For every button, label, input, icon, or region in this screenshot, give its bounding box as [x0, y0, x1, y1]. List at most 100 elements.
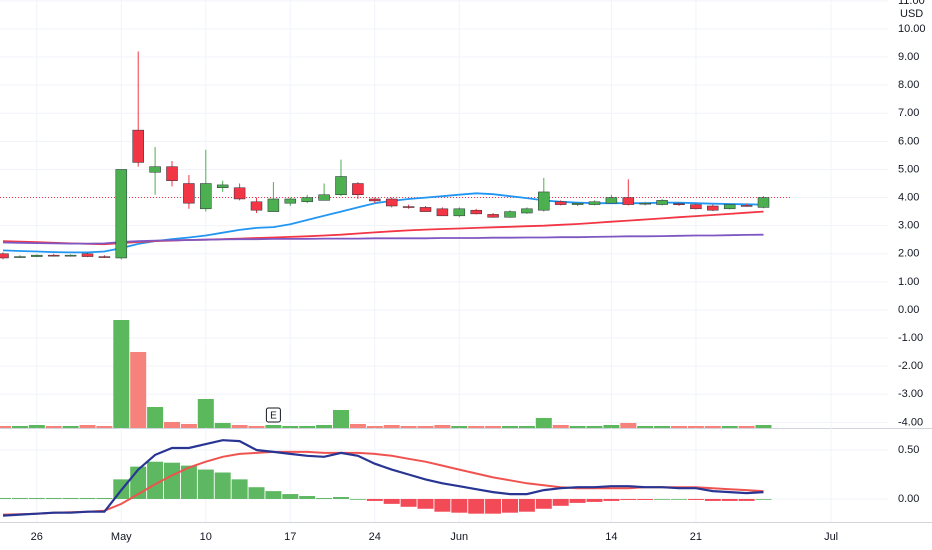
- histogram-bar: [197, 469, 214, 499]
- y-tick-label: 8.00: [898, 79, 919, 91]
- histogram-bar: [586, 498, 603, 502]
- volume-bar: [147, 407, 164, 428]
- candle-body: [250, 201, 263, 211]
- volume-bar: [333, 410, 349, 428]
- x-tick-label: May: [111, 531, 132, 543]
- candle-body: [504, 211, 516, 218]
- x-tick-label: 14: [605, 531, 617, 543]
- volume-bar: [316, 425, 333, 428]
- y-tick-label: 1.00: [898, 276, 919, 288]
- candle-body: [385, 198, 398, 207]
- y-tick-label: 4.00: [898, 191, 919, 203]
- volume-bar: [164, 422, 180, 428]
- candle-body: [369, 198, 381, 202]
- candle-body: [436, 208, 449, 217]
- y-tick-label: -3.00: [898, 388, 923, 400]
- volume-bar: [687, 426, 704, 428]
- y-tick-label: 0.00: [898, 493, 919, 505]
- volume-bar: [265, 425, 282, 428]
- y-tick-label: 5.00: [898, 163, 919, 175]
- y-tick-label: 6.00: [898, 135, 919, 147]
- volume-bar: [502, 426, 518, 428]
- histogram-bar: [687, 498, 704, 500]
- y-tick-label: -2.00: [898, 360, 923, 372]
- histogram-bar: [434, 498, 451, 512]
- candle-body: [81, 253, 94, 257]
- candle-body: [538, 191, 550, 211]
- x-tick-label: 26: [31, 531, 43, 543]
- volume-bar: [417, 426, 434, 428]
- histogram-bar: [333, 497, 349, 499]
- histogram-bar: [535, 498, 552, 509]
- histogram-bar: [383, 498, 400, 504]
- histogram-bar: [316, 497, 333, 499]
- histogram-bar: [28, 497, 45, 499]
- y-tick-label: 0.50: [898, 444, 919, 456]
- candle-body: [216, 184, 229, 188]
- histogram-bar: [349, 498, 366, 500]
- x-tick-label: 17: [284, 531, 296, 543]
- candle-body: [690, 204, 702, 210]
- volume-bar: [552, 425, 569, 428]
- histogram-bar: [400, 498, 417, 507]
- histogram-bar: [62, 497, 79, 499]
- volume-bar: [569, 426, 586, 428]
- volume-bar: [197, 399, 214, 428]
- candle-body: [98, 256, 111, 258]
- histogram-bar: [214, 472, 231, 499]
- histogram-bar: [265, 491, 282, 499]
- volume-bar: [721, 426, 738, 428]
- volume-bar: [62, 426, 79, 428]
- histogram-bar: [620, 498, 637, 500]
- volume-bar: [671, 426, 687, 428]
- volume-bar: [130, 352, 147, 428]
- volume-bar: [637, 426, 654, 428]
- volume-bar: [451, 426, 468, 428]
- histogram-bar: [654, 498, 671, 500]
- y-tick-label: 2.00: [898, 248, 919, 260]
- volume-bar: [383, 425, 400, 428]
- candle-body: [0, 253, 9, 259]
- candle-body: [132, 129, 144, 163]
- candle-body: [200, 183, 212, 210]
- candle-body: [740, 205, 753, 207]
- histogram-bar: [299, 496, 316, 499]
- y-tick-label: 7.00: [898, 107, 919, 119]
- histogram-bar: [147, 461, 164, 499]
- histogram-bar: [96, 497, 113, 499]
- y-tick-label: 3.00: [898, 220, 919, 232]
- candle-body: [554, 201, 567, 205]
- macd-line: [2, 439, 764, 517]
- candle-body: [622, 197, 635, 205]
- histogram-bar: [451, 498, 468, 513]
- histogram-bar: [738, 498, 755, 501]
- volume-bar: [654, 426, 671, 428]
- histogram-bar: [282, 494, 299, 499]
- x-tick-label: 10: [200, 531, 212, 543]
- histogram-bar: [755, 498, 772, 500]
- volume-bar: [535, 418, 552, 428]
- volume-bar: [620, 423, 637, 428]
- y-tick-label: -1.00: [898, 332, 923, 344]
- candle-body: [656, 200, 668, 205]
- volume-bar: [603, 425, 620, 428]
- candle-body: [757, 197, 770, 208]
- histogram-bar: [569, 498, 586, 503]
- volume-bar: [366, 426, 383, 428]
- histogram-bar: [552, 498, 569, 506]
- volume-bar: [755, 425, 772, 428]
- histogram-bar: [11, 497, 28, 499]
- histogram-bar: [518, 498, 535, 512]
- candle-body: [267, 198, 280, 212]
- candle-body: [149, 166, 161, 173]
- y-tick-label: 9.00: [898, 51, 919, 63]
- candle-body: [64, 254, 77, 257]
- volume-bar: [248, 426, 265, 428]
- candle-body: [453, 208, 466, 217]
- volume-bar: [45, 426, 62, 428]
- candle-body: [639, 202, 651, 205]
- candle-body: [335, 176, 347, 195]
- volume-bar: [468, 426, 485, 428]
- candle-body: [673, 203, 685, 205]
- x-tick-label: Jun: [450, 531, 468, 543]
